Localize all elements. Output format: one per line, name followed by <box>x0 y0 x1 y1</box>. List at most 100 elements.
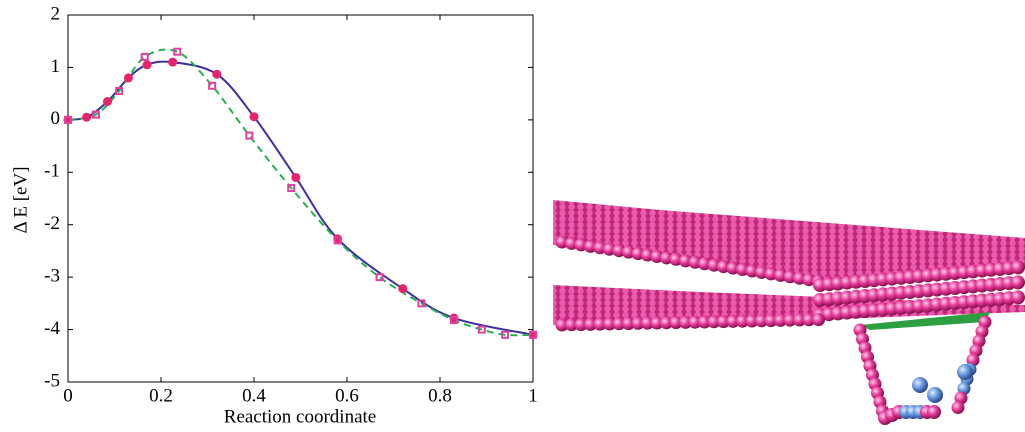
atom <box>622 245 635 259</box>
atom <box>951 401 965 414</box>
point-marker <box>142 60 152 70</box>
atom <box>812 313 825 327</box>
atom <box>912 377 928 393</box>
point-marker <box>287 184 296 193</box>
atom <box>717 315 730 329</box>
point-marker <box>333 236 342 245</box>
y-tick-label: -2 <box>44 213 60 234</box>
atom <box>957 364 973 380</box>
point-marker <box>173 47 182 56</box>
point-marker <box>449 316 458 325</box>
atom <box>669 316 683 330</box>
atom <box>565 236 578 250</box>
atom <box>783 270 797 284</box>
atom <box>612 317 626 331</box>
atom <box>660 316 673 330</box>
y-tick-label: -1 <box>44 161 60 182</box>
point-marker <box>64 115 72 124</box>
atom <box>755 314 768 328</box>
atom <box>707 315 721 329</box>
point-marker <box>168 57 178 67</box>
atom <box>584 239 597 253</box>
atom <box>755 265 768 279</box>
atom <box>593 241 607 255</box>
atom <box>669 252 683 266</box>
y-tick-label: 1 <box>51 56 61 77</box>
y-tick-label: 0 <box>51 108 61 129</box>
atom <box>764 267 778 281</box>
point-marker <box>140 52 149 61</box>
green-layer <box>860 312 990 330</box>
upper-slab <box>553 200 1025 285</box>
point-marker <box>82 112 92 122</box>
atom <box>555 318 569 332</box>
atom <box>707 258 721 272</box>
point-marker <box>529 330 537 339</box>
atom <box>698 315 711 329</box>
point-marker <box>398 284 408 294</box>
point-marker <box>249 112 259 122</box>
point-marker <box>291 173 301 183</box>
atom <box>555 235 569 249</box>
atom <box>660 251 673 265</box>
point-marker <box>123 73 133 83</box>
atom <box>783 313 797 327</box>
atom <box>574 318 588 332</box>
atom <box>593 317 607 331</box>
atom <box>1011 290 1025 305</box>
point-marker <box>115 87 124 96</box>
atom <box>650 250 664 263</box>
atom <box>1011 260 1025 275</box>
atom <box>717 260 730 274</box>
atom <box>631 247 645 261</box>
atom <box>927 387 943 403</box>
y-tick-label: -5 <box>44 370 60 391</box>
atom <box>688 255 702 269</box>
atom <box>603 242 616 256</box>
point-marker <box>103 97 113 107</box>
atom <box>736 314 749 328</box>
point-marker <box>375 273 384 282</box>
atom <box>736 263 749 277</box>
y-tick-label: -4 <box>44 318 60 339</box>
atom <box>584 317 597 331</box>
point-marker <box>417 299 426 308</box>
x-tick-label: 0.8 <box>428 385 452 406</box>
atom <box>745 314 759 328</box>
atom <box>726 314 740 328</box>
atom <box>622 317 635 331</box>
atom <box>927 405 941 419</box>
plot-frame <box>67 14 534 383</box>
point-marker <box>501 330 510 339</box>
point-marker <box>212 69 222 79</box>
atom <box>650 316 664 330</box>
atom <box>802 273 816 287</box>
atom <box>774 313 787 327</box>
atom <box>774 268 787 282</box>
point-marker <box>208 81 217 90</box>
atom <box>793 313 806 327</box>
y-tick-label: -3 <box>44 266 60 287</box>
atom <box>793 271 806 285</box>
molecular-render <box>553 200 1025 425</box>
atom <box>641 316 654 330</box>
atom <box>802 313 816 327</box>
x-tick-label: 0.4 <box>242 385 266 406</box>
atom <box>565 318 578 332</box>
y-axis-label: Δ E [eV] <box>10 166 31 233</box>
y-tick-label: 2 <box>51 3 61 24</box>
x-tick-label: 0.6 <box>335 385 359 406</box>
atom <box>679 254 692 268</box>
atom <box>641 248 654 262</box>
x-axis-label: Reaction coordinate <box>224 406 376 427</box>
point-marker <box>477 325 486 334</box>
atom <box>679 315 692 329</box>
atom <box>631 316 645 330</box>
x-tick-label: 1 <box>528 385 538 406</box>
x-tick-label: 0.2 <box>149 385 173 406</box>
atom <box>574 238 588 252</box>
point-marker <box>245 131 254 140</box>
atom <box>726 261 740 275</box>
